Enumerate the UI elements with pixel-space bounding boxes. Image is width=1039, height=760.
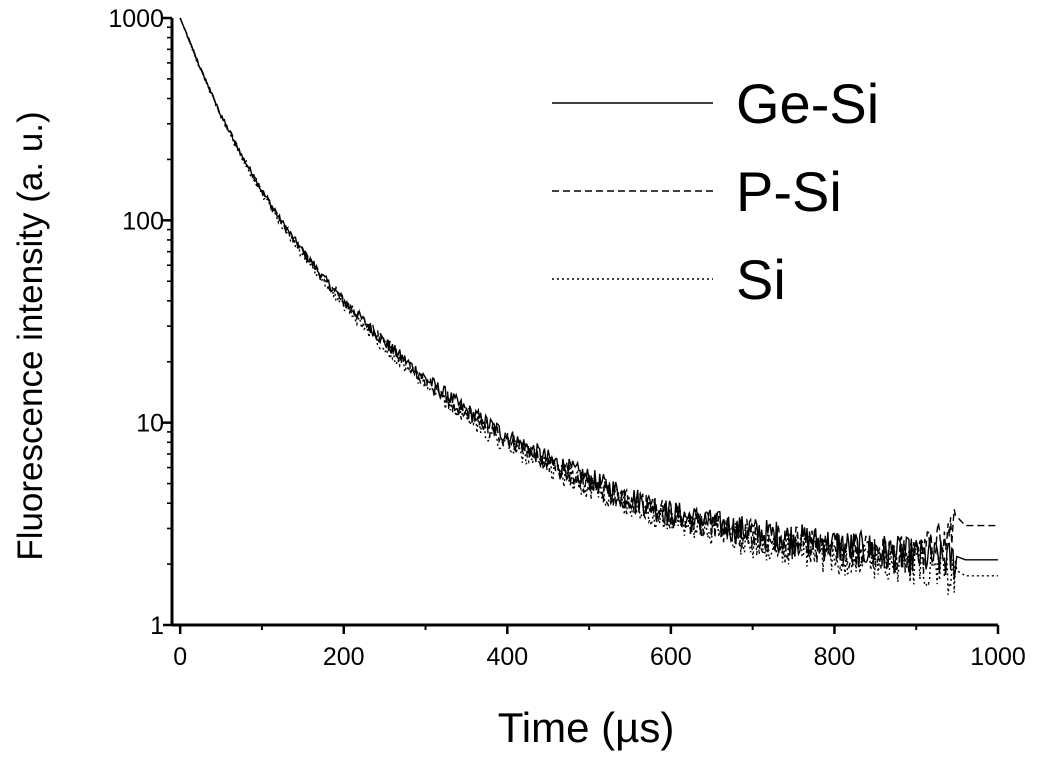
- x-axis-title: Time (µs): [498, 704, 675, 751]
- y-tick-label: 1000: [108, 5, 164, 33]
- x-tick-label: 800: [814, 643, 856, 671]
- axes-layer: 0 200 400 600 800 1000 1 10 100 1000: [108, 5, 1025, 671]
- y-tick-label: 1: [150, 612, 164, 640]
- legend-label-si: Si: [736, 248, 786, 311]
- series-line-p-si: [179, 17, 998, 574]
- x-tick-label: 200: [323, 643, 365, 671]
- x-tick-label: 0: [173, 643, 187, 671]
- x-tick-label: 600: [650, 643, 692, 671]
- y-tick-label: 10: [136, 410, 164, 438]
- x-tick-label: 400: [486, 643, 528, 671]
- legend: Ge-Si P-Si Si: [552, 72, 879, 311]
- series-layer: [179, 17, 998, 595]
- x-tick-label: 1000: [970, 643, 1026, 671]
- y-tick-label: 100: [122, 207, 164, 235]
- legend-label-ge-si: Ge-Si: [736, 72, 879, 135]
- legend-label-p-si: P-Si: [736, 160, 842, 223]
- y-axis-title: Fluorescence intensity (a. u.): [11, 111, 50, 560]
- series-line-ge-si: [179, 17, 998, 580]
